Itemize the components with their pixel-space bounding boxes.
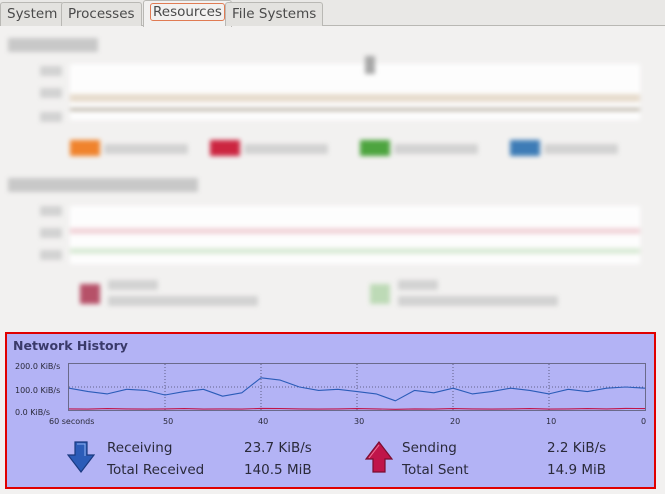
y-tick-label: 100.0 KiB/s — [15, 386, 61, 395]
receiving-value: 23.7 KiB/s — [244, 440, 312, 456]
x-tick-label: 10 — [546, 417, 557, 426]
x-tick-label: 60 seconds — [49, 417, 95, 426]
y-tick-label: 0.0 KiB/s — [15, 408, 51, 417]
sending-value: 2.2 KiB/s — [547, 440, 607, 456]
x-tick-label: 0 — [641, 417, 647, 426]
total-received-value: 140.5 MiB — [244, 462, 312, 478]
x-tick-label: 30 — [354, 417, 365, 426]
tab-file-systems[interactable]: File Systems — [225, 2, 324, 26]
tab-bar: System Processes Resources File Systems — [0, 0, 665, 27]
receiving-series-line — [68, 377, 646, 402]
receiving-label: Receiving — [107, 440, 173, 456]
x-tick-label: 20 — [450, 417, 461, 426]
total-received-label: Total Received — [107, 462, 205, 478]
x-tick-label: 50 — [163, 417, 174, 426]
sending-series-line — [68, 407, 646, 410]
tab-system[interactable]: System — [0, 2, 65, 26]
network-graph-svg — [68, 364, 646, 410]
network-history-title: Network History — [13, 338, 128, 353]
obscured-resource-graphs — [0, 28, 665, 330]
total-sent-value: 14.9 MiB — [547, 462, 607, 478]
up-arrow-icon — [365, 441, 393, 473]
tab-resources[interactable]: Resources — [143, 0, 232, 27]
y-tick-label: 200.0 KiB/s — [15, 362, 61, 371]
total-sent-label: Total Sent — [402, 462, 469, 478]
down-arrow-icon — [67, 441, 95, 473]
sending-label: Sending — [402, 440, 457, 456]
x-tick-label: 40 — [258, 417, 269, 426]
tab-processes[interactable]: Processes — [61, 2, 142, 26]
network-history-panel: Network History 200.0 KiB/s 100.0 KiB/s … — [5, 332, 656, 489]
network-graph — [68, 363, 646, 411]
